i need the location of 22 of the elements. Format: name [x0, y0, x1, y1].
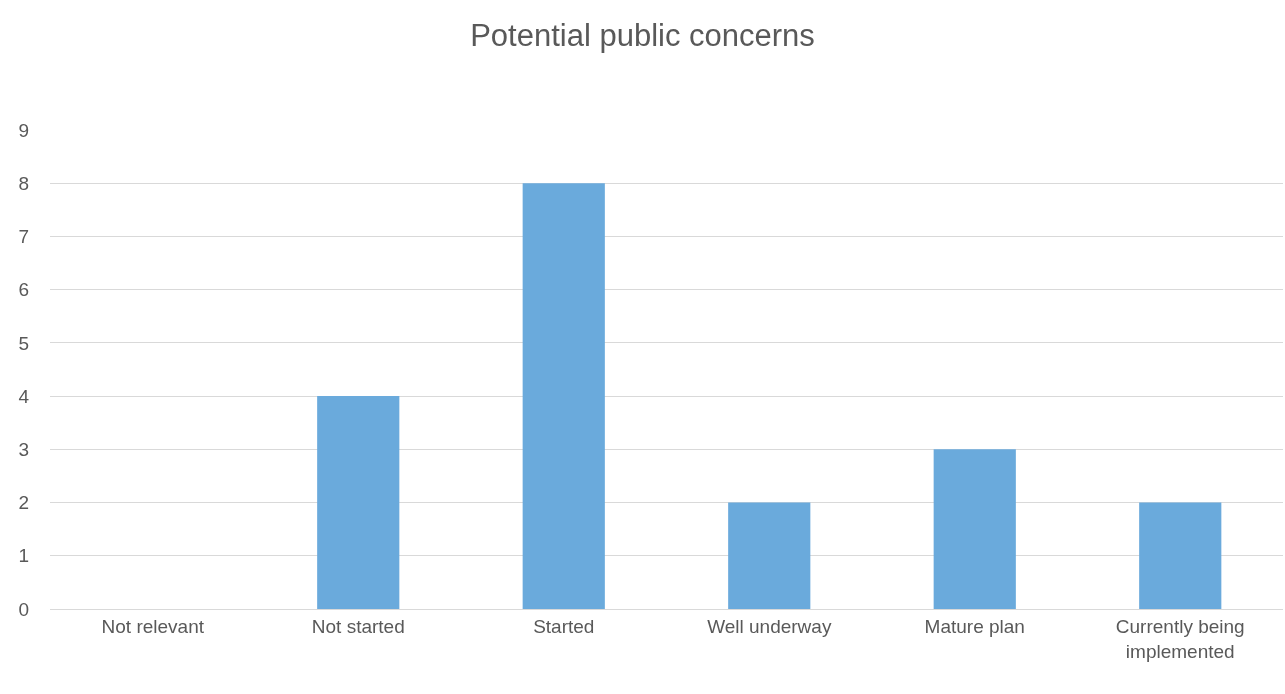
x-tick-label: Well underway: [707, 615, 832, 637]
y-tick-label: 9: [18, 119, 29, 141]
y-tick-label: 3: [18, 438, 29, 460]
y-tick-label: 1: [18, 545, 29, 567]
y-tick-label: 7: [18, 226, 29, 248]
bar: [317, 396, 400, 609]
x-tick-label: Not started: [311, 615, 405, 637]
bar: [1139, 502, 1222, 609]
bar: [522, 183, 605, 609]
chart-title: Potential public concerns: [470, 17, 815, 53]
y-tick-label: 2: [18, 492, 29, 514]
x-tick-label: Started: [533, 615, 595, 637]
x-tick-label: Mature plan: [924, 615, 1025, 637]
y-tick-label: 4: [18, 385, 30, 407]
x-tick-label: Currently being implemented: [1115, 615, 1245, 662]
y-tick-label: 0: [18, 598, 29, 620]
y-tick-label: 6: [18, 279, 29, 301]
bar: [728, 502, 811, 609]
y-tick-label: 8: [18, 172, 29, 194]
bar: [933, 449, 1016, 609]
y-tick-label: 5: [18, 332, 29, 354]
x-tick-label: Not relevant: [101, 615, 205, 637]
